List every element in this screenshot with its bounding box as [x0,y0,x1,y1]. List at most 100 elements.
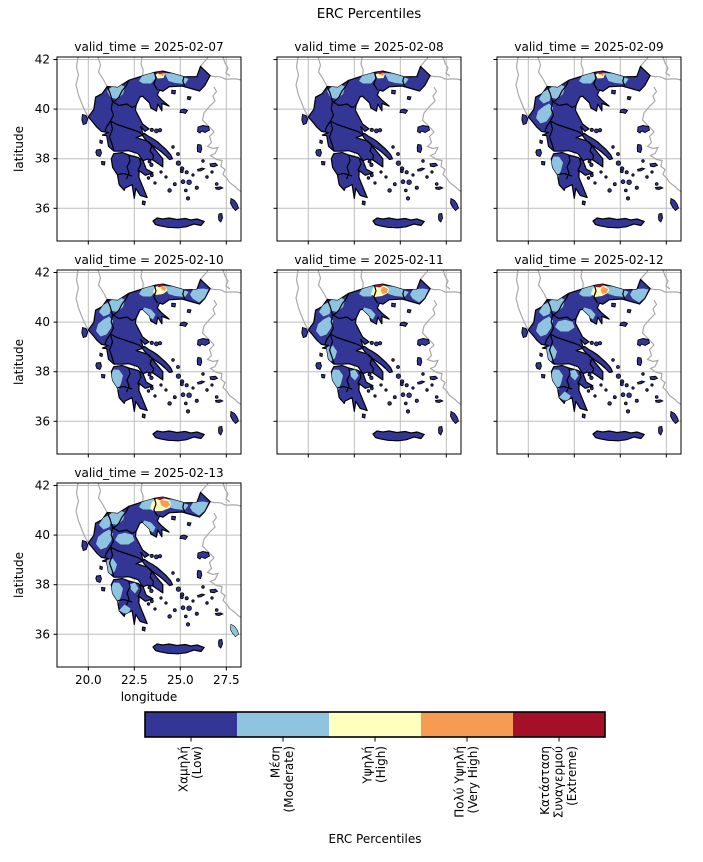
neighbor-country-border [580,269,584,289]
island [99,565,104,571]
moderate-patch [536,103,553,124]
islet [624,401,628,406]
region-border [323,86,335,133]
islet [597,128,603,133]
neighbor-country-border [641,299,682,405]
islet [180,179,186,184]
islet [367,159,372,164]
islet [593,394,597,398]
neighbor-country-border [537,269,548,300]
islet [400,179,406,184]
islet [201,159,205,163]
islet [184,170,189,175]
moderate-patch [581,307,596,320]
islet [185,196,191,201]
region-border [117,172,133,177]
islet [205,175,209,179]
island [361,413,366,419]
island [179,534,189,541]
axes-frame [276,56,462,242]
islet [597,341,603,346]
island [450,197,460,212]
island [636,380,646,385]
region-border [103,512,115,559]
island [99,352,104,358]
neighbor-country-border [140,482,144,502]
neighbor-country-border [641,86,682,192]
islet [405,196,411,201]
island [619,108,629,115]
island [141,413,146,419]
islet [384,388,388,392]
region-border [337,385,353,390]
islet [589,375,594,381]
region-border [147,140,155,161]
island [95,149,102,158]
islet [146,602,151,606]
islet [214,182,219,186]
islet [214,395,219,399]
moderate-patch [115,532,135,545]
region-border [593,72,599,91]
region-border [110,333,143,348]
map-panel-2: valid_time = 2025-02-08 [273,40,462,245]
island [81,539,89,552]
panel-title: valid_time = 2025-02-08 [294,40,443,54]
axes-frame [56,56,242,242]
colorbar: Χαμηλή (Low) Μέση (Moderate) Υψηλή (High) Πολύ… [144,711,606,846]
island [196,593,206,598]
island [416,380,426,385]
region-border [587,140,595,161]
region-border [182,76,186,87]
category-overlays [96,283,209,392]
islet [210,596,214,600]
y-tick-label: 40 [35,315,50,329]
islet [399,169,404,174]
region-border [153,498,159,517]
island [611,302,617,308]
region-border [402,289,406,300]
neighbor-country-border [295,269,309,331]
region-border [182,289,186,300]
region-border [108,333,115,365]
islet [149,162,154,168]
islet [619,169,624,174]
islet [395,373,402,379]
islet [185,409,191,414]
colorbar-category-label: Μέση [269,746,283,778]
islet [194,185,199,190]
greece-land [581,132,614,161]
island [637,125,651,134]
island [315,362,322,371]
y-tick-label: 42 [35,266,50,280]
moderate-patch [129,582,139,594]
colorbar-category-label: Πολύ Υψηλή [453,746,467,818]
islet [149,127,154,132]
island [636,167,646,172]
island [196,569,203,580]
islet [392,182,397,187]
islet [191,599,195,603]
region-border [153,72,159,91]
very-high-patch [161,286,167,291]
islet [387,188,392,193]
islet [210,170,214,174]
axes-frame [496,269,682,455]
islet [373,394,377,398]
islet [159,170,163,174]
islet [589,386,594,391]
islet [154,341,159,347]
islet [369,162,374,168]
y-tick-label: 42 [35,479,50,493]
island [417,338,431,347]
islet [387,401,392,406]
islet [194,398,199,403]
neighbor-country-border [317,56,328,87]
islet [634,185,639,190]
colorbar-segment [145,712,237,737]
islet [180,605,186,610]
region-border [332,80,350,103]
islet [434,395,439,399]
region-border [103,299,115,346]
neighbor-country-border [317,269,328,300]
